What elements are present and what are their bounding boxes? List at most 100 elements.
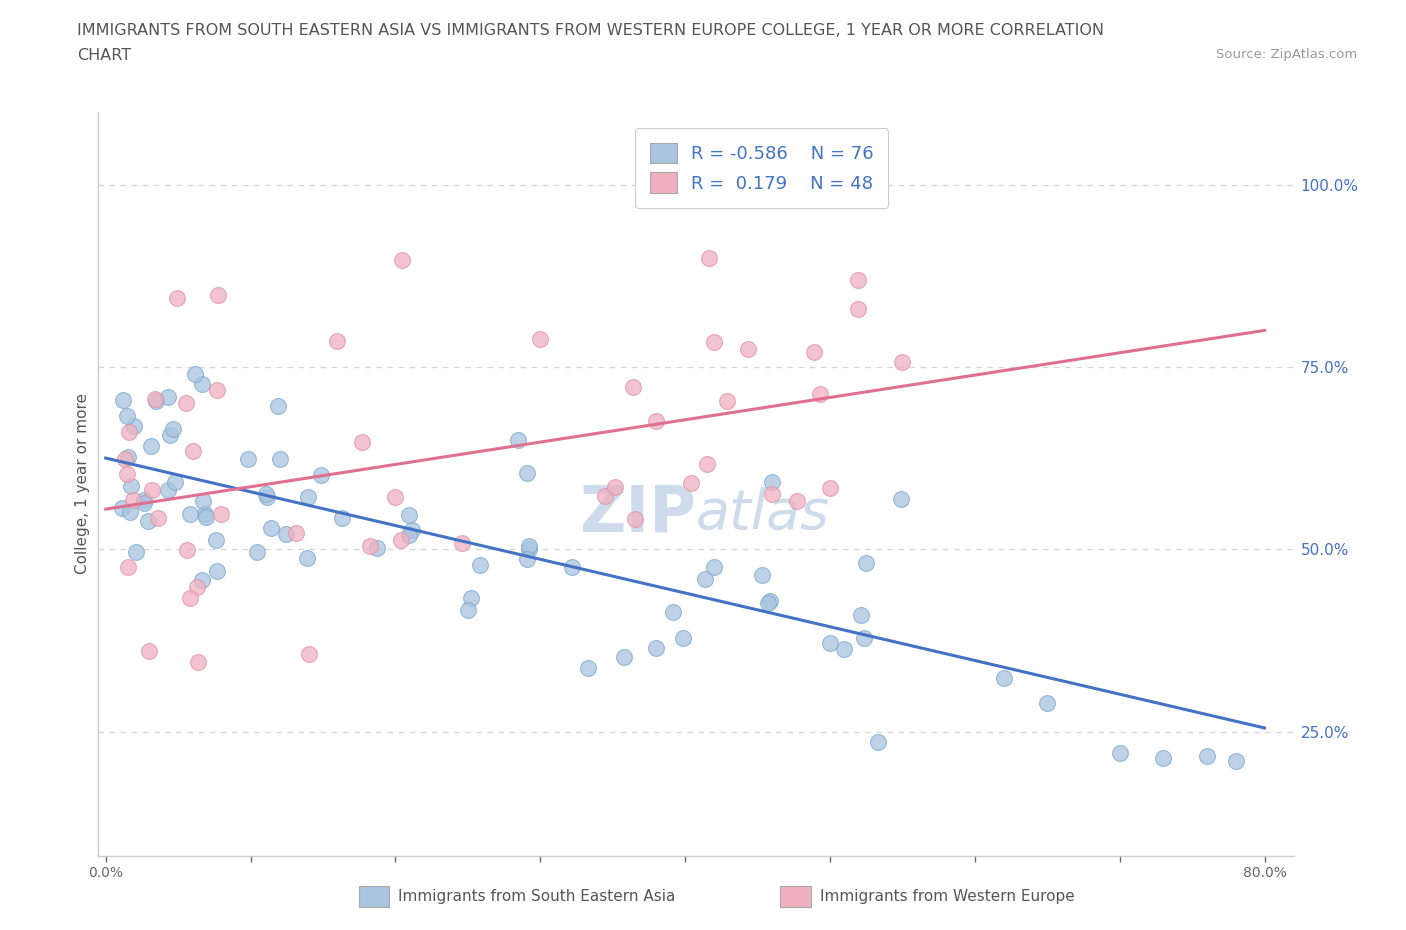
Point <box>138 644 160 658</box>
Point <box>662 604 685 619</box>
Point <box>191 376 214 391</box>
Point <box>679 475 702 490</box>
Point <box>139 439 162 454</box>
Text: Immigrants from South Eastern Asia: Immigrants from South Eastern Asia <box>398 889 675 904</box>
Point <box>391 253 413 268</box>
Point <box>115 408 138 423</box>
Text: Source: ZipAtlas.com: Source: ZipAtlas.com <box>1216 48 1357 61</box>
Point <box>166 290 188 305</box>
Point <box>1152 751 1174 765</box>
Point <box>132 495 155 510</box>
Point <box>398 508 420 523</box>
Point <box>672 631 695 645</box>
Point <box>267 399 290 414</box>
Point <box>457 602 479 617</box>
Text: atlas: atlas <box>696 487 830 539</box>
Point <box>389 533 412 548</box>
Point <box>561 559 583 574</box>
Legend: R = -0.586    N = 76, R =  0.179    N = 48: R = -0.586 N = 76, R = 0.179 N = 48 <box>636 128 889 207</box>
Point <box>122 418 145 433</box>
Point <box>398 527 420 542</box>
Point <box>181 444 204 458</box>
Point <box>205 532 228 547</box>
Point <box>450 536 472 551</box>
Point <box>359 539 381 554</box>
Point <box>818 635 841 650</box>
Point <box>276 526 298 541</box>
Point <box>191 573 214 588</box>
Point <box>260 520 283 535</box>
Point <box>1195 749 1218 764</box>
Point <box>156 483 179 498</box>
Point <box>184 366 207 381</box>
Point <box>460 591 482 605</box>
Point <box>236 452 259 467</box>
Point <box>1225 753 1247 768</box>
Point <box>326 333 349 348</box>
Point <box>993 671 1015 685</box>
Point <box>803 344 825 359</box>
Text: CHART: CHART <box>77 48 131 63</box>
Point <box>285 525 308 540</box>
Point <box>1036 696 1059 711</box>
Point <box>703 334 725 349</box>
Point <box>759 593 782 608</box>
Point <box>309 468 332 483</box>
Point <box>593 488 616 503</box>
Point <box>603 480 626 495</box>
Point <box>141 483 163 498</box>
Point <box>855 555 877 570</box>
Point <box>256 490 278 505</box>
Point <box>384 489 406 504</box>
Point <box>696 457 718 472</box>
Point <box>613 649 636 664</box>
Point <box>111 392 134 407</box>
Point <box>117 449 139 464</box>
Point <box>179 507 201 522</box>
Point <box>297 551 319 565</box>
Point <box>122 493 145 508</box>
Point <box>1108 745 1130 760</box>
Point <box>576 660 599 675</box>
Point <box>751 567 773 582</box>
Point <box>851 607 873 622</box>
Point <box>111 500 134 515</box>
Point <box>516 551 538 566</box>
Point <box>468 558 491 573</box>
Point <box>703 560 725 575</box>
Point <box>194 510 217 525</box>
Point <box>756 596 779 611</box>
Point <box>191 494 214 509</box>
Point <box>120 478 142 493</box>
Point <box>163 474 186 489</box>
Point <box>205 382 228 397</box>
Point <box>529 331 551 346</box>
Point <box>187 655 209 670</box>
Point <box>118 505 141 520</box>
Point <box>868 735 890 750</box>
Point <box>846 301 869 316</box>
Point <box>890 354 912 369</box>
Point <box>115 467 138 482</box>
Text: ZIP: ZIP <box>579 483 696 544</box>
Point <box>179 590 201 604</box>
Point <box>117 560 139 575</box>
Text: Immigrants from Western Europe: Immigrants from Western Europe <box>820 889 1074 904</box>
Point <box>205 564 228 578</box>
Point <box>761 486 783 501</box>
Point <box>699 250 721 265</box>
Point <box>297 646 319 661</box>
Point <box>832 641 855 656</box>
Point <box>810 387 832 402</box>
Point <box>506 432 529 447</box>
Point <box>761 475 783 490</box>
Point <box>890 492 912 507</box>
Point <box>143 392 166 406</box>
Point <box>297 490 319 505</box>
Point <box>162 421 184 436</box>
Point <box>193 507 215 522</box>
Point <box>519 538 541 553</box>
Point <box>159 427 181 442</box>
Point <box>146 511 169 525</box>
Text: IMMIGRANTS FROM SOUTH EASTERN ASIA VS IMMIGRANTS FROM WESTERN EUROPE COLLEGE, 1 : IMMIGRANTS FROM SOUTH EASTERN ASIA VS IM… <box>77 23 1104 38</box>
